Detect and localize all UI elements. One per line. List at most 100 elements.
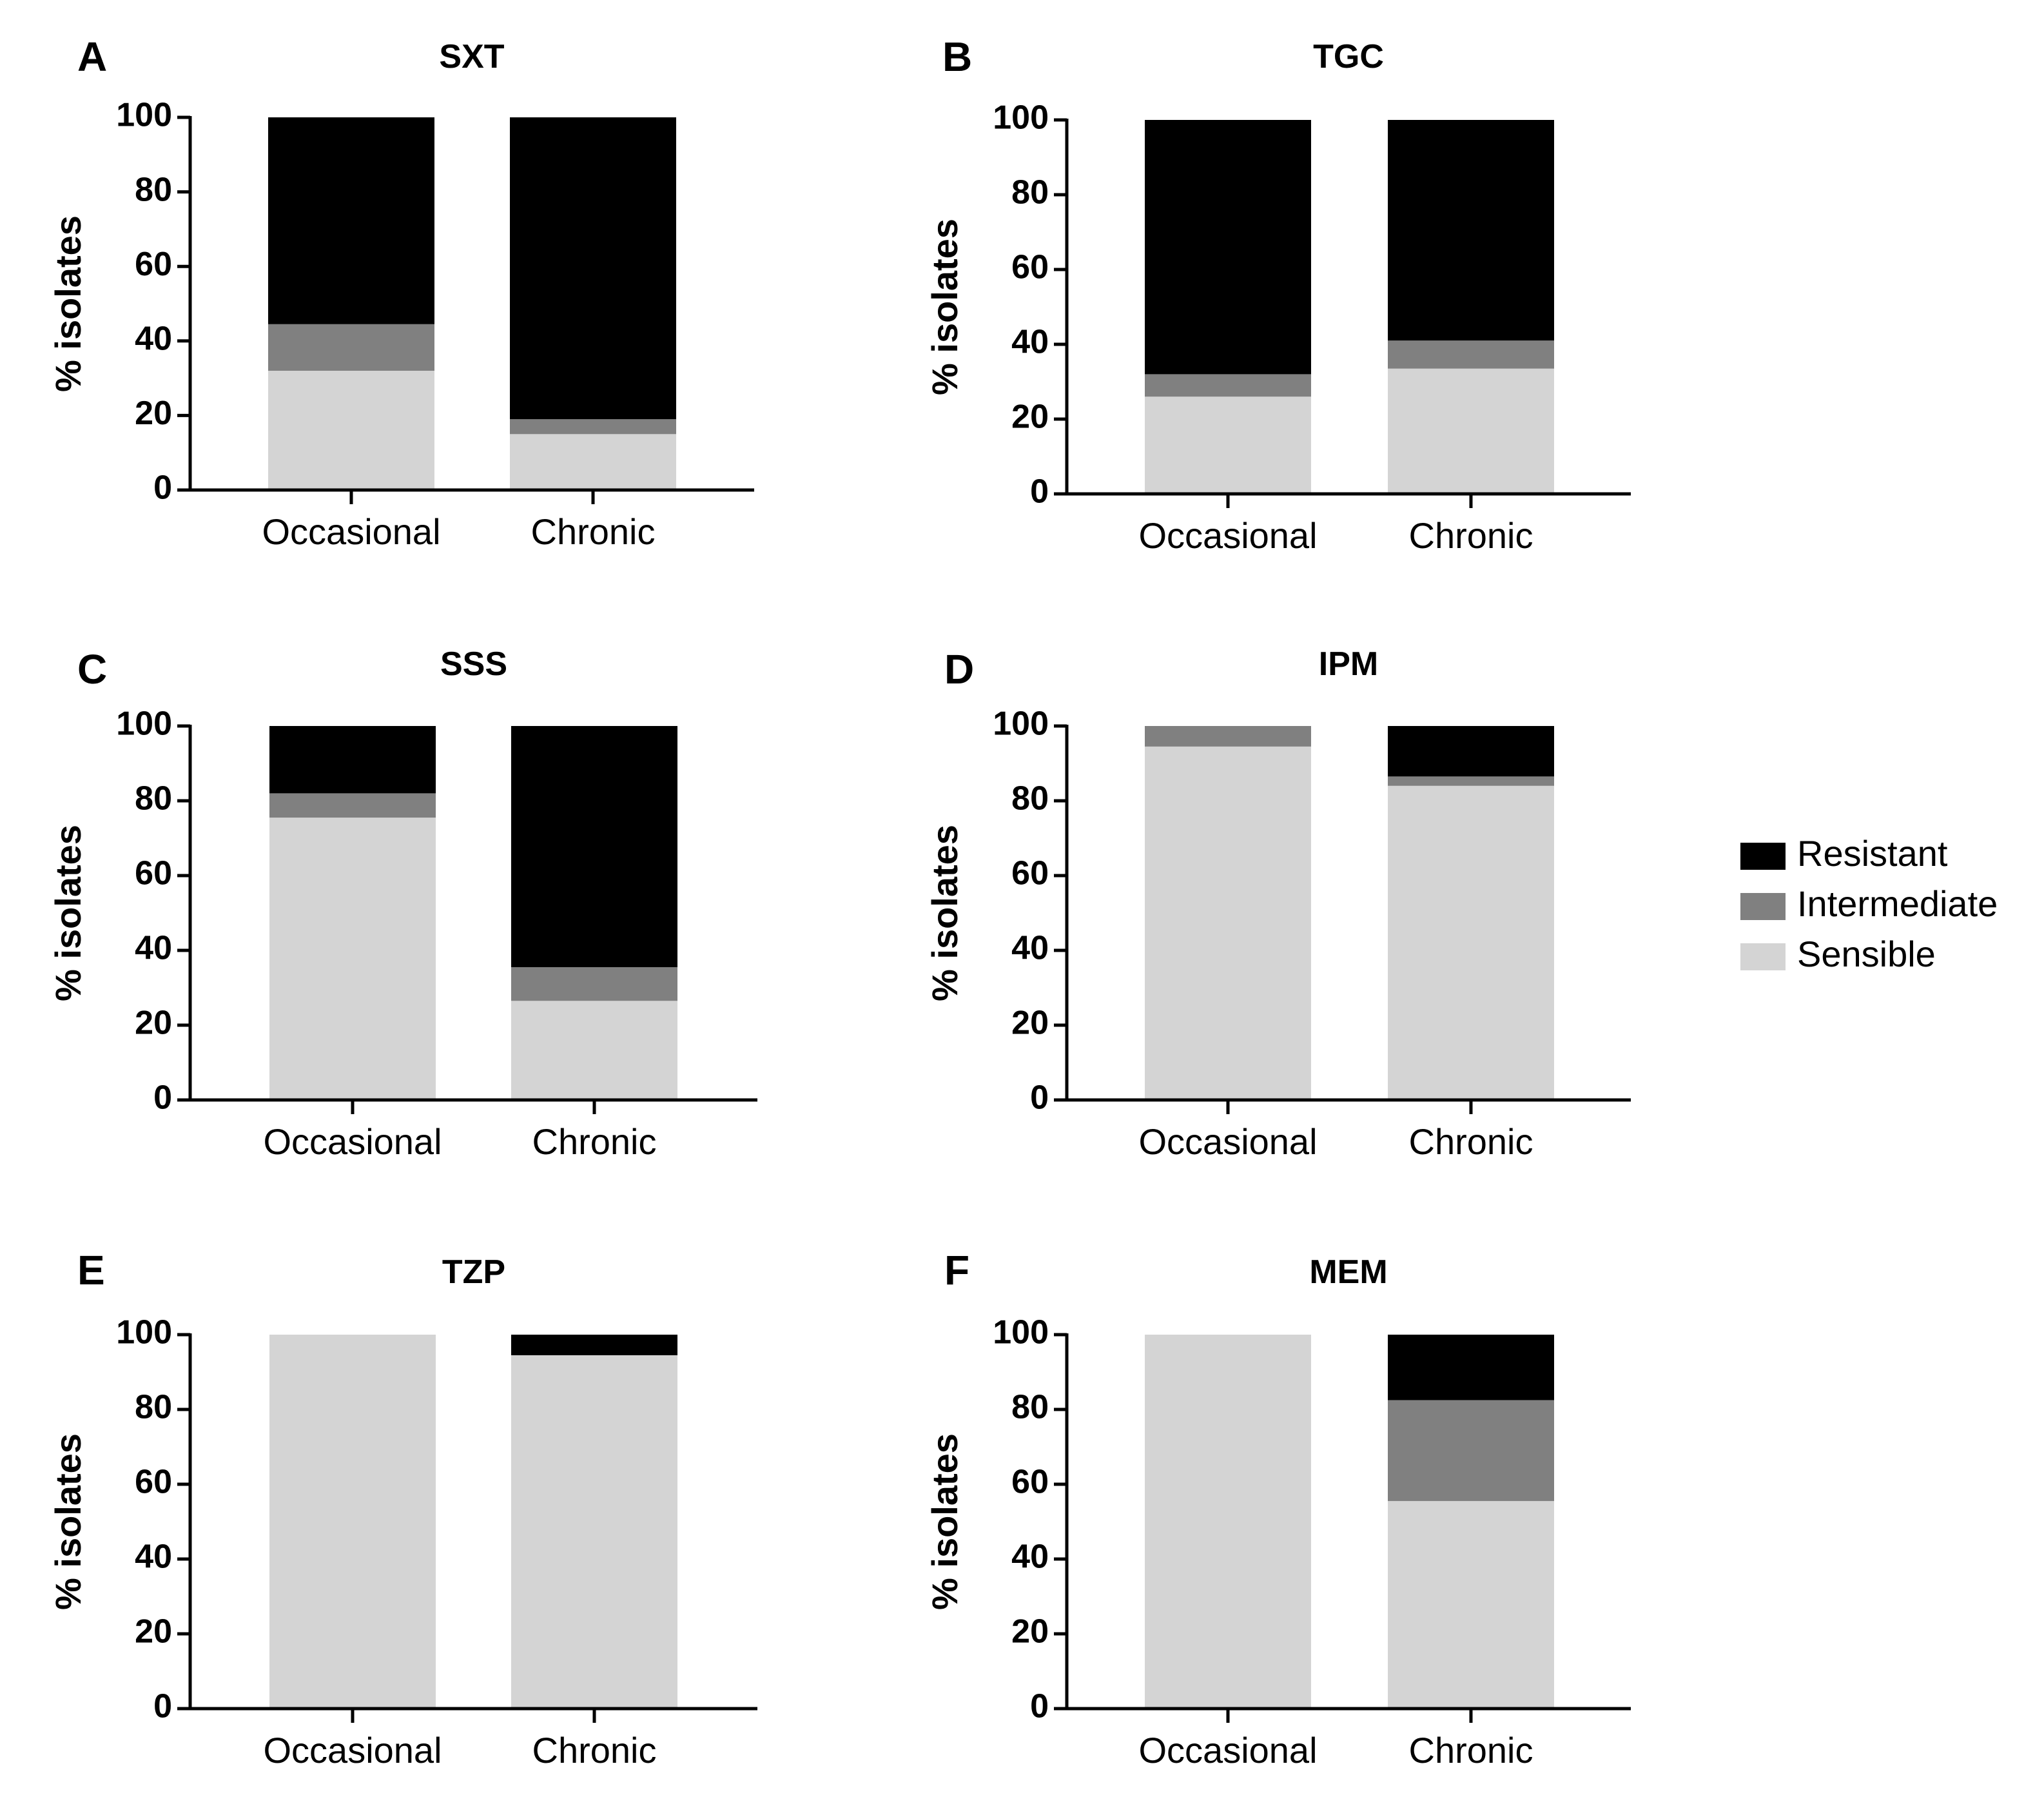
y-tick-label: 0 bbox=[1030, 1079, 1049, 1117]
panel-letter: D bbox=[944, 646, 974, 692]
bar-occasional-resistant bbox=[1145, 120, 1311, 375]
y-axis-label: % isolates bbox=[924, 1433, 965, 1610]
bar-chronic-resistant bbox=[511, 726, 677, 968]
bar-occasional-intermediate bbox=[268, 324, 434, 371]
y-tick-label: 60 bbox=[135, 855, 172, 892]
bar-occasional-resistant bbox=[268, 117, 434, 324]
panel-title: MEM bbox=[1309, 1253, 1387, 1291]
y-tick-label: 80 bbox=[1011, 780, 1049, 818]
x-tick-label-occasional: Occasional bbox=[262, 511, 440, 552]
y-tick-label: 80 bbox=[1011, 1389, 1049, 1426]
chart-panel-f: F MEM 0 20 40 60 80 100 Occasional Chronic % isola… bbox=[924, 1247, 1631, 1771]
bar-chronic-sensible bbox=[1388, 785, 1554, 1100]
x-tick-label-chronic: Chronic bbox=[1409, 515, 1533, 556]
legend-item-resistant: Resistant bbox=[1740, 833, 1948, 874]
bar-occasional-sensible bbox=[1145, 1335, 1311, 1709]
bar-chronic-intermediate bbox=[1388, 1400, 1554, 1502]
y-axis-label: % isolates bbox=[924, 825, 965, 1001]
legend-label: Resistant bbox=[1797, 833, 1948, 874]
bar-chronic-resistant bbox=[510, 117, 676, 420]
bar-occasional-sensible bbox=[1145, 746, 1311, 1100]
bar-occasional-sensible bbox=[1145, 397, 1311, 494]
legend-swatch-intermediate bbox=[1740, 893, 1786, 920]
panel-letter: A bbox=[77, 34, 107, 80]
y-tick-label: 100 bbox=[993, 705, 1049, 743]
x-tick-label-occasional: Occasional bbox=[1138, 1121, 1317, 1162]
legend-label: Intermediate bbox=[1797, 883, 1998, 924]
x-tick-label-chronic: Chronic bbox=[532, 1121, 657, 1162]
y-tick-label: 40 bbox=[135, 1538, 172, 1576]
panel-title: TZP bbox=[442, 1253, 505, 1291]
panel-letter: F bbox=[944, 1247, 969, 1293]
y-tick-label: 80 bbox=[135, 780, 172, 818]
y-tick-label: 80 bbox=[1011, 174, 1049, 211]
x-tick-label-chronic: Chronic bbox=[532, 1730, 657, 1771]
y-axis-label: % isolates bbox=[48, 215, 88, 392]
bar-chronic-intermediate bbox=[1388, 340, 1554, 369]
y-tick-label: 80 bbox=[135, 1389, 172, 1426]
panel-letter: E bbox=[77, 1247, 105, 1293]
y-tick-label: 40 bbox=[135, 320, 172, 358]
chart-panel-c: C SSS 0 20 40 60 80 100 Occasional Chronic % isola… bbox=[48, 645, 757, 1162]
chart-panel-d: D IPM 0 20 40 60 80 100 Occasional Chronic % isola… bbox=[924, 645, 1631, 1162]
y-tick-label: 40 bbox=[1011, 324, 1049, 361]
bar-occasional-intermediate bbox=[269, 793, 436, 818]
chart-panel-e: E TZP 0 20 40 60 80 100 Occasional Chronic % isola… bbox=[48, 1247, 757, 1771]
bar-chronic-resistant bbox=[1388, 120, 1554, 341]
y-tick-label: 20 bbox=[135, 1613, 172, 1651]
bar-chronic-sensible bbox=[511, 1355, 677, 1709]
bar-chronic-resistant bbox=[511, 1335, 677, 1355]
bar-chronic-sensible bbox=[1388, 368, 1554, 494]
y-tick-label: 100 bbox=[116, 1314, 172, 1351]
bar-chronic-resistant bbox=[1388, 1335, 1554, 1400]
panel-title: SSS bbox=[440, 645, 507, 683]
bar-chronic-resistant bbox=[1388, 726, 1554, 777]
bar-occasional-intermediate bbox=[1145, 374, 1311, 397]
legend: Resistant Intermediate Sensible bbox=[1740, 833, 1998, 974]
y-tick-label: 20 bbox=[135, 395, 172, 432]
bar-chronic-intermediate bbox=[511, 967, 677, 1001]
y-tick-label: 60 bbox=[135, 246, 172, 283]
y-tick-label: 0 bbox=[153, 469, 172, 507]
legend-item-sensible: Sensible bbox=[1740, 934, 1936, 974]
x-tick-label-chronic: Chronic bbox=[1409, 1121, 1533, 1162]
panel-title: TGC bbox=[1313, 38, 1384, 75]
y-tick-label: 40 bbox=[1011, 1538, 1049, 1576]
y-tick-label: 100 bbox=[993, 99, 1049, 137]
y-tick-label: 0 bbox=[153, 1688, 172, 1725]
x-tick-label-occasional: Occasional bbox=[263, 1121, 442, 1162]
panel-letter: C bbox=[77, 646, 107, 692]
bar-chronic-sensible bbox=[510, 434, 676, 490]
legend-label: Sensible bbox=[1797, 934, 1936, 974]
bar-chronic-intermediate bbox=[510, 419, 676, 435]
bar-chronic-intermediate bbox=[1388, 776, 1554, 786]
bar-occasional-sensible bbox=[269, 818, 436, 1100]
y-tick-label: 60 bbox=[135, 1464, 172, 1501]
x-tick-label-occasional: Occasional bbox=[1138, 1730, 1317, 1771]
y-tick-label: 60 bbox=[1011, 249, 1049, 286]
y-tick-label: 0 bbox=[1030, 473, 1049, 511]
y-tick-label: 40 bbox=[1011, 930, 1049, 967]
panels-group: A SXT 0 20 40 60 80 100 Occasional Chronic % isola… bbox=[48, 34, 1631, 1771]
y-tick-label: 60 bbox=[1011, 855, 1049, 892]
x-tick-label-occasional: Occasional bbox=[263, 1730, 442, 1771]
bar-occasional-intermediate bbox=[1145, 726, 1311, 747]
panel-title: SXT bbox=[439, 38, 504, 75]
y-axis-label: % isolates bbox=[48, 1433, 88, 1610]
legend-item-intermediate: Intermediate bbox=[1740, 883, 1998, 924]
bar-chronic-sensible bbox=[1388, 1501, 1554, 1709]
chart-panel-a: A SXT 0 20 40 60 80 100 Occasional Chronic % isola… bbox=[48, 34, 754, 552]
y-tick-label: 20 bbox=[1011, 1613, 1049, 1651]
chart-panel-b: B TGC 0 20 40 60 80 100 Occasional Chronic % isola… bbox=[924, 34, 1631, 556]
x-tick-label-chronic: Chronic bbox=[531, 511, 656, 552]
y-tick-label: 20 bbox=[1011, 1005, 1049, 1042]
legend-swatch-resistant bbox=[1740, 843, 1786, 870]
x-tick-label-occasional: Occasional bbox=[1138, 515, 1317, 556]
bar-chronic-sensible bbox=[511, 1001, 677, 1100]
x-tick-label-chronic: Chronic bbox=[1409, 1730, 1533, 1771]
bar-occasional-sensible bbox=[269, 1335, 436, 1709]
y-tick-label: 60 bbox=[1011, 1464, 1049, 1501]
legend-swatch-sensible bbox=[1740, 943, 1786, 970]
bar-occasional-resistant bbox=[269, 726, 436, 794]
y-tick-label: 100 bbox=[993, 1314, 1049, 1351]
